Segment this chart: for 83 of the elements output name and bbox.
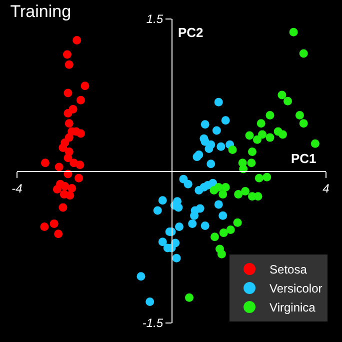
point — [214, 98, 223, 106]
point — [40, 158, 50, 168]
point — [295, 111, 304, 120]
point — [218, 211, 228, 220]
point — [58, 143, 68, 152]
point — [248, 148, 256, 156]
point — [247, 158, 256, 168]
point — [60, 182, 70, 190]
point — [217, 250, 226, 258]
point — [136, 272, 146, 281]
chart-title: Training — [10, 2, 72, 22]
point — [200, 221, 210, 230]
point — [228, 145, 237, 154]
y-axis-title: PC2 — [178, 25, 204, 40]
point — [64, 108, 72, 118]
point — [40, 222, 49, 231]
point — [284, 96, 292, 106]
point — [76, 160, 84, 170]
point — [299, 119, 308, 128]
point — [278, 90, 286, 100]
point — [204, 144, 214, 153]
point — [212, 126, 221, 135]
point — [153, 206, 162, 215]
point — [76, 96, 85, 104]
point — [64, 60, 74, 69]
point — [54, 162, 64, 172]
point — [216, 142, 226, 151]
point — [214, 182, 223, 192]
point — [185, 293, 194, 302]
legend-label: Versicolor — [270, 282, 322, 296]
point — [50, 219, 58, 228]
point — [219, 228, 228, 238]
legend-label: Setosa — [270, 262, 308, 277]
x-tick-label: -4 — [12, 181, 23, 196]
point — [218, 190, 228, 199]
point — [214, 200, 223, 209]
point — [234, 190, 243, 199]
legend-label: Virginica — [270, 300, 316, 315]
point — [72, 36, 82, 45]
point — [256, 119, 266, 128]
point — [206, 160, 216, 168]
point — [200, 120, 210, 129]
point — [310, 139, 320, 148]
point — [172, 254, 181, 262]
y-tick-label: 1.5 — [146, 12, 164, 26]
y-tick-label: -1.5 — [142, 316, 164, 330]
point — [76, 129, 85, 138]
point — [74, 174, 84, 182]
point — [221, 116, 230, 125]
point — [241, 187, 250, 196]
point — [188, 219, 197, 228]
point — [221, 182, 230, 192]
point — [174, 222, 184, 231]
point — [158, 196, 167, 205]
point — [253, 135, 262, 144]
point — [210, 232, 220, 242]
point — [266, 111, 274, 120]
point — [62, 50, 72, 59]
point — [54, 230, 63, 238]
point — [226, 226, 235, 234]
point — [233, 218, 242, 227]
point — [66, 191, 74, 200]
point — [64, 154, 72, 162]
point — [64, 88, 72, 98]
point — [266, 133, 274, 142]
point — [146, 297, 154, 306]
point — [158, 238, 167, 246]
point — [52, 184, 62, 194]
point — [58, 203, 68, 212]
x-axis-title: PC1 — [291, 151, 316, 166]
point — [289, 28, 298, 36]
point — [299, 49, 308, 58]
point — [258, 130, 267, 139]
point — [80, 82, 90, 90]
point — [68, 184, 76, 192]
point — [64, 119, 74, 128]
x-tick-label: 4 — [322, 181, 330, 196]
point — [245, 131, 254, 140]
point — [262, 172, 272, 182]
point — [184, 180, 192, 188]
point — [278, 130, 287, 139]
point — [174, 203, 183, 212]
point — [254, 174, 264, 182]
